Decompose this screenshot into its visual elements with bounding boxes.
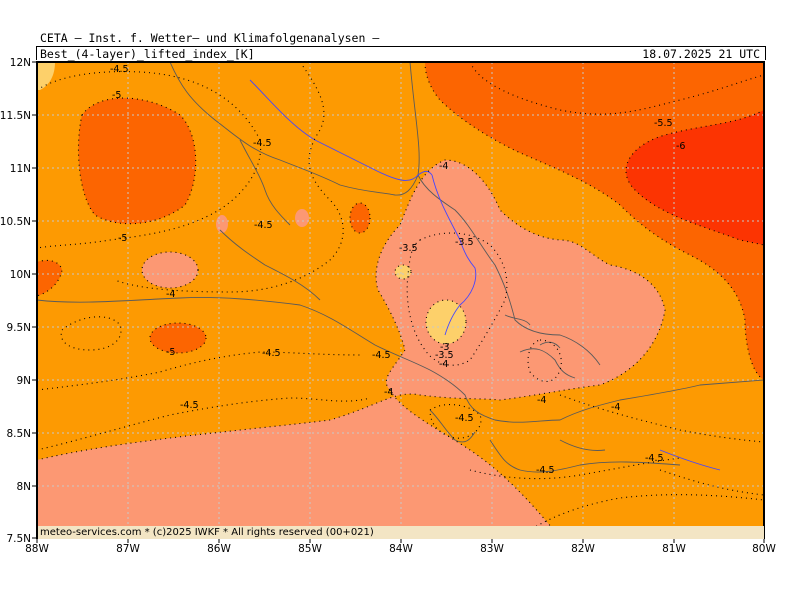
x-tick-label: 80W	[752, 543, 776, 555]
y-tick-label: 11N	[10, 163, 31, 175]
graticule	[37, 62, 764, 538]
contour-label: -4	[439, 359, 448, 370]
y-tick-label: 11.5N	[0, 110, 31, 122]
y-tick-label: 10.5N	[0, 216, 31, 228]
fill-yellow-small	[395, 265, 411, 279]
y-tick-label: 8N	[16, 481, 31, 493]
x-tick-label: 82W	[571, 543, 595, 555]
y-tick-label: 10N	[10, 269, 31, 281]
fill-spot-nw	[216, 215, 228, 233]
x-tick-label: 85W	[298, 543, 322, 555]
contour-label: -4	[384, 387, 393, 398]
contour-label: -4.5	[645, 453, 664, 464]
fill-dark-sw	[150, 323, 206, 353]
contour-label: -5	[166, 347, 175, 358]
fill-spot-north	[295, 209, 309, 227]
contour-label: -4	[611, 402, 620, 413]
fill-dark-west-edge	[37, 260, 62, 296]
contour-lines	[37, 62, 764, 538]
fill-spot-west	[142, 252, 198, 288]
fill-yellow-nw	[37, 62, 55, 90]
contour-label: -4.5	[262, 348, 281, 359]
fill-yellow-center	[426, 300, 466, 344]
contour-label: -4.5	[536, 465, 555, 476]
x-tick-label: 81W	[662, 543, 686, 555]
y-tick-label: 9.5N	[6, 322, 31, 334]
y-tick-label: 8.5N	[6, 428, 31, 440]
contour-labels: -4.5 -5 -4.5 -5.5 -6 -4 -5 -4.5 -3.5 -3.…	[110, 64, 685, 476]
contour-label: -4.5	[372, 350, 391, 361]
contour-label: -3	[440, 342, 449, 353]
y-tick-label: 12N	[10, 57, 31, 69]
axis-ticks	[32, 61, 765, 543]
contour-label: -4.5	[180, 400, 199, 411]
header-box	[36, 46, 766, 60]
contour-label: -4	[439, 161, 448, 172]
contour-label: -6	[676, 141, 685, 152]
coastlines	[37, 62, 764, 473]
contour-label: -3.5	[435, 350, 454, 361]
x-tick-label: 83W	[480, 543, 504, 555]
x-tick-label: 88W	[25, 543, 49, 555]
y-axis-labels: 12N 11.5N 11N 10.5N 10N 9.5N 9N 8.5N 8N …	[0, 57, 31, 545]
x-tick-label: 87W	[116, 543, 140, 555]
x-tick-label: 86W	[207, 543, 231, 555]
contour-label: -5	[118, 233, 127, 244]
contour-label: -4	[166, 289, 175, 300]
y-tick-label: 7.5N	[6, 533, 31, 545]
contour-label: -5.5	[654, 118, 673, 129]
variable-name: Best_(4-layer)_lifted_index_[K]	[40, 47, 255, 61]
fill-salmon-region	[37, 160, 665, 538]
map-title: CETA — Inst. f. Wetter— und Klimafolgena…	[40, 31, 380, 45]
contour-label: -4.5	[253, 138, 272, 149]
contour-label: -4.5	[455, 413, 474, 424]
copyright-bar: meteo-services.com * (c)2025 IWKF * All …	[38, 526, 764, 539]
x-axis-labels: 88W 87W 86W 85W 84W 83W 82W 81W 80W	[25, 543, 776, 555]
contour-label: -3.5	[399, 243, 418, 254]
fill-red-east	[626, 110, 764, 245]
contour-label: -4	[537, 395, 546, 406]
valid-time: 18.07.2025 21 UTC	[642, 47, 760, 61]
fill-dark-north	[350, 203, 370, 233]
borders	[249, 79, 721, 471]
x-tick-label: 84W	[389, 543, 413, 555]
y-tick-label: 9N	[16, 375, 31, 387]
contour-label: -4.5	[110, 64, 129, 75]
fill-dark-west	[78, 98, 196, 224]
contour-label: -3.5	[455, 237, 474, 248]
contour-label: -5	[112, 90, 121, 101]
contour-label: -4.5	[254, 220, 273, 231]
